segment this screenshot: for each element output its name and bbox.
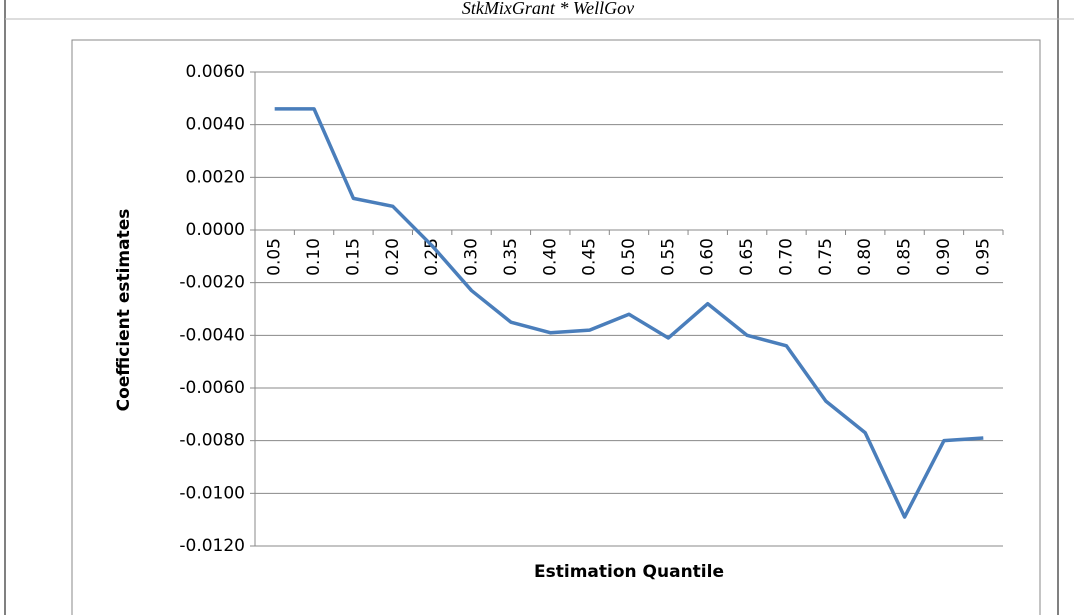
x-tick-label: 0.90 (934, 238, 954, 276)
x-tick-label: 0.35 (501, 238, 521, 276)
x-tick-label: 0.10 (304, 238, 324, 276)
x-tick-label: 0.15 (343, 238, 363, 276)
chart-frame (71, 39, 1041, 615)
x-tick-label: 0.95 (973, 238, 993, 276)
y-tick-label: -0.0040 (179, 325, 245, 345)
x-tick-label: 0.45 (580, 238, 600, 276)
x-tick-label: 0.05 (265, 238, 285, 276)
y-tick-label: -0.0100 (179, 483, 245, 503)
x-tick-label: 0.80 (855, 238, 875, 276)
x-tick-label: 0.85 (895, 238, 915, 276)
y-tick-label: -0.0120 (179, 536, 245, 556)
y-tick-label: 0.0040 (186, 115, 245, 135)
x-tick-label: 0.75 (816, 238, 836, 276)
x-tick-label: 0.25 (422, 238, 442, 276)
x-tick-label: 0.60 (698, 238, 718, 276)
y-axis-title: Coefficient estimates (114, 209, 134, 412)
x-tick-label: 0.20 (383, 238, 403, 276)
y-tick-label: -0.0020 (179, 273, 245, 293)
y-tick-label: -0.0060 (179, 378, 245, 398)
y-tick-label: -0.0080 (179, 431, 245, 451)
x-tick-label: 0.50 (619, 238, 639, 276)
y-tick-label: 0.0060 (186, 62, 245, 82)
data-line (274, 107, 984, 519)
y-tick-label: 0.0020 (186, 167, 245, 187)
x-tick-label: 0.55 (658, 238, 678, 276)
x-tick-label: 0.70 (776, 238, 796, 276)
x-tick-label: 0.65 (737, 238, 757, 276)
x-tick-label: 0.40 (540, 238, 560, 276)
chart-title: StkMixGrant * WellGov (462, 0, 634, 18)
x-tick-label: 0.30 (462, 238, 482, 276)
y-tick-label: 0.0000 (186, 220, 245, 240)
x-axis-title: Estimation Quantile (534, 562, 724, 582)
